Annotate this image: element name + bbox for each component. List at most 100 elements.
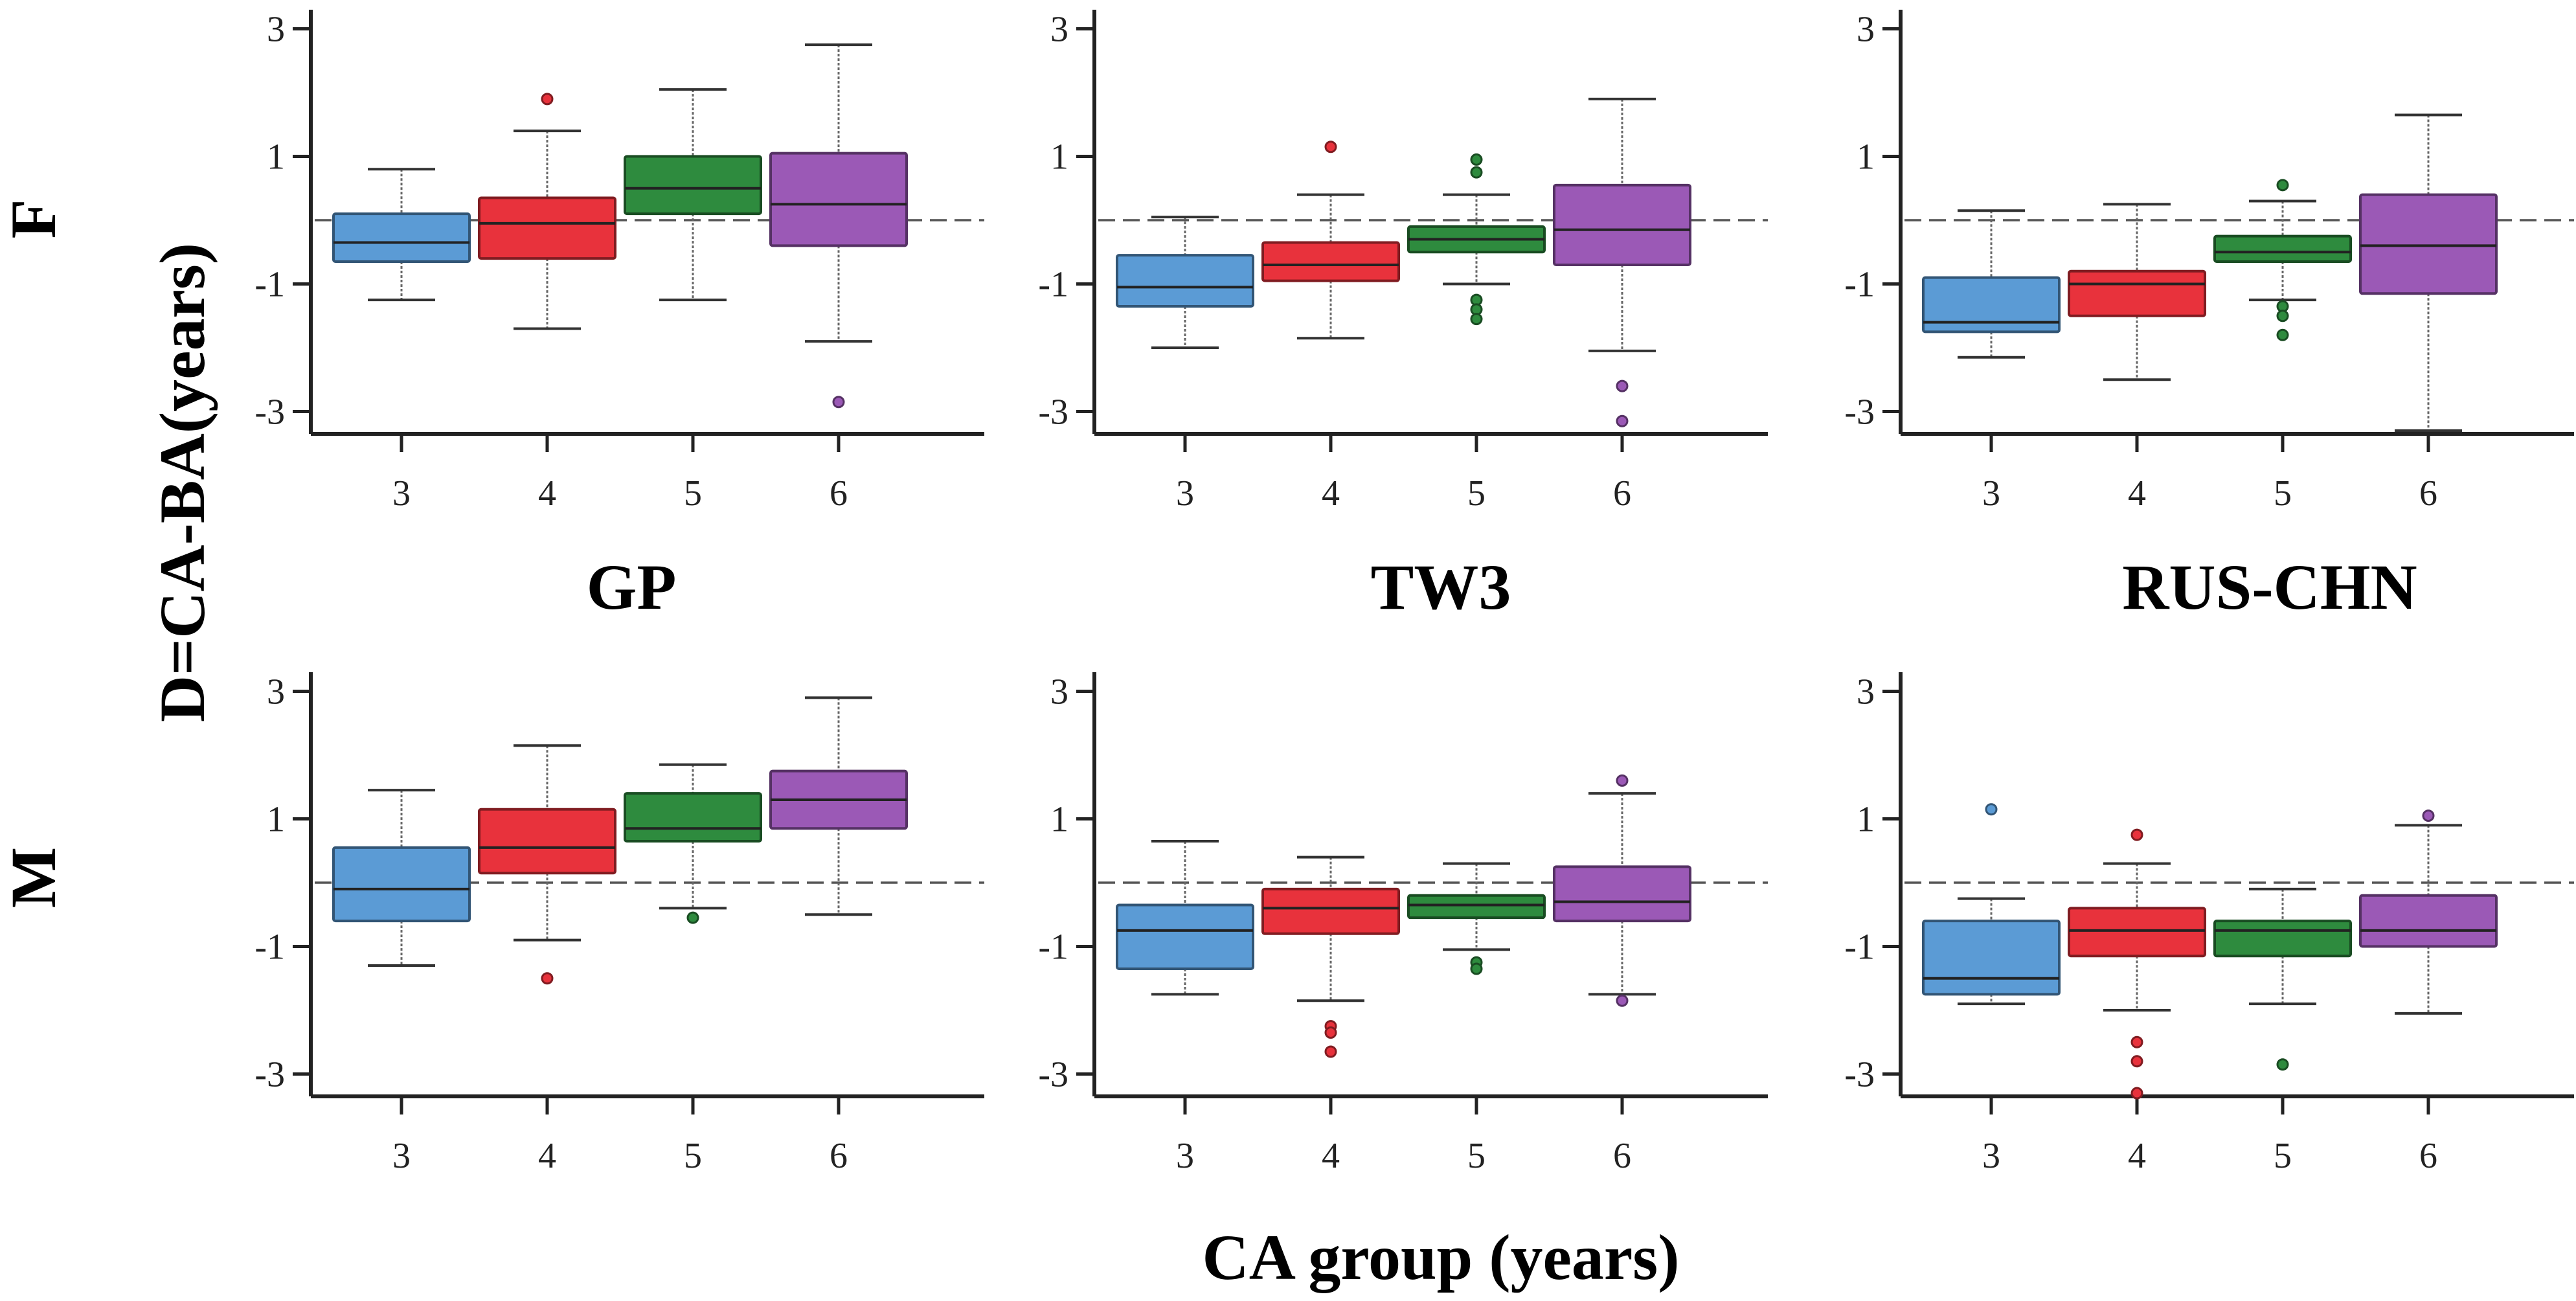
y-tick-label: -1: [1038, 927, 1068, 967]
x-tick-label: 5: [684, 473, 702, 514]
y-tick-label: -3: [1038, 1055, 1068, 1095]
outlier-point: [2130, 1055, 2143, 1068]
x-tick-label: 3: [1982, 1136, 2000, 1176]
x-tick-label: 3: [1176, 1136, 1194, 1176]
y-tick-label: 1: [1050, 137, 1068, 177]
y-axis-title: D=CA-BA(years): [146, 243, 218, 722]
outlier-point: [2130, 1087, 2143, 1100]
box-iqr: [2213, 920, 2352, 958]
x-tick-label: 4: [538, 473, 556, 514]
box-f-tw3-4: [1261, 141, 1400, 340]
box-iqr: [478, 196, 616, 260]
box-m-gp-5: [624, 763, 762, 924]
x-tick-label: 4: [538, 1136, 556, 1176]
y-tick-label: -1: [254, 927, 285, 967]
x-axis-title: CA group (years): [1202, 1221, 1679, 1293]
x-tick-label: 4: [1322, 473, 1340, 514]
y-tick-label: 1: [1050, 800, 1068, 840]
x-tick-label: 5: [2274, 473, 2292, 514]
x-tick-label: 6: [2419, 1136, 2437, 1176]
box-iqr: [1922, 920, 2061, 996]
outlier-point: [1324, 1026, 1337, 1039]
box-iqr: [769, 152, 908, 247]
y-tick-label: 1: [267, 800, 285, 840]
x-tick-label: 6: [830, 1136, 848, 1176]
box-f-gp-4: [478, 93, 616, 330]
outlier-point: [1985, 803, 1998, 816]
row-label-m: M: [0, 847, 69, 908]
box-iqr: [1553, 865, 1691, 923]
y-tick-label: 3: [267, 10, 285, 50]
x-tick-label: 5: [2274, 1136, 2292, 1176]
y-tick-label: -3: [1844, 392, 1875, 433]
outlier-point: [686, 911, 699, 924]
y-tick-label: 3: [1050, 672, 1068, 712]
box-iqr: [2213, 234, 2352, 264]
outlier-point: [1616, 774, 1629, 787]
outlier-point: [541, 972, 554, 985]
outlier-point: [2276, 179, 2289, 192]
outlier-point: [1616, 414, 1629, 427]
box-m-rus-chn-3: [1922, 803, 2061, 1006]
x-tick-label: 5: [684, 1136, 702, 1176]
x-tick-label: 6: [1613, 473, 1631, 514]
panel-f-tw3: 3 1 -1 -3 3 4 5 6: [1038, 10, 1768, 514]
x-tick-label: 5: [1467, 1136, 1486, 1176]
x-tick-label: 4: [2128, 1136, 2146, 1176]
box-m-gp-6: [769, 696, 908, 916]
box-f-gp-5: [624, 88, 762, 302]
outlier-point: [2422, 809, 2435, 822]
x-tick-label: 4: [1322, 1136, 1340, 1176]
box-iqr: [332, 846, 471, 923]
box-f-gp-6: [769, 43, 908, 409]
outlier-point: [2276, 310, 2289, 322]
box-f-tw3-3: [1116, 216, 1254, 349]
x-tick-label: 3: [1176, 473, 1194, 514]
box-f-tw3-6: [1553, 97, 1691, 427]
panel-f-gp: 3 1 -1 -3 3 4 5 6: [254, 10, 984, 514]
outlier-point: [2130, 828, 2143, 841]
box-iqr: [2068, 269, 2206, 317]
outlier-point: [1470, 962, 1483, 975]
box-f-rus-chn-4: [2068, 203, 2206, 381]
x-tick-label: 3: [392, 473, 411, 514]
method-label-tw3: TW3: [1371, 551, 1511, 623]
panel-f-rus-chn: 3 1 -1 -3 3 4 5 6: [1844, 10, 2574, 514]
box-m-tw3-6: [1553, 774, 1691, 1007]
panel-m-rus-chn: 3 1 -1 -3 3 4 5 6: [1844, 672, 2574, 1176]
x-tick-label: 5: [1467, 473, 1486, 514]
box-iqr: [1116, 254, 1254, 308]
panels-layer: 3 1 -1 -3 3 4 5 6 3 1 -1 -3 3 4 5 6 3 1 -1 -3 3 4 5 6 3 1 -1 -3 3 4 5 6…: [254, 10, 2574, 1176]
y-tick-label: -1: [1844, 927, 1875, 967]
box-iqr: [1922, 276, 2061, 334]
box-m-rus-chn-5: [2213, 887, 2352, 1071]
box-f-rus-chn-3: [1922, 209, 2061, 359]
y-tick-label: 3: [1050, 10, 1068, 50]
y-tick-label: -3: [1844, 1055, 1875, 1095]
box-f-rus-chn-5: [2213, 179, 2352, 341]
box-iqr: [624, 155, 762, 216]
box-iqr: [332, 212, 471, 264]
y-tick-label: -3: [1038, 392, 1068, 433]
box-m-tw3-3: [1116, 839, 1254, 996]
box-iqr: [1407, 894, 1546, 920]
box-m-rus-chn-6: [2359, 809, 2498, 1015]
box-f-rus-chn-6: [2359, 113, 2498, 433]
outlier-point: [2130, 1035, 2143, 1048]
y-tick-label: -1: [254, 265, 285, 305]
box-m-rus-chn-4: [2068, 828, 2206, 1100]
outlier-point: [832, 396, 845, 409]
y-tick-label: -3: [254, 392, 285, 433]
box-iqr: [1261, 241, 1400, 282]
x-tick-label: 6: [1613, 1136, 1631, 1176]
method-label-rus-chn: RUS-CHN: [2122, 551, 2417, 623]
y-tick-label: 3: [1857, 10, 1875, 50]
outlier-point: [1616, 379, 1629, 392]
y-tick-label: 1: [1857, 800, 1875, 840]
box-m-gp-4: [478, 744, 616, 985]
outlier-point: [1470, 313, 1483, 326]
y-tick-label: -1: [1844, 265, 1875, 305]
box-m-tw3-5: [1407, 862, 1546, 975]
outlier-point: [1616, 994, 1629, 1007]
box-iqr: [1116, 903, 1254, 970]
